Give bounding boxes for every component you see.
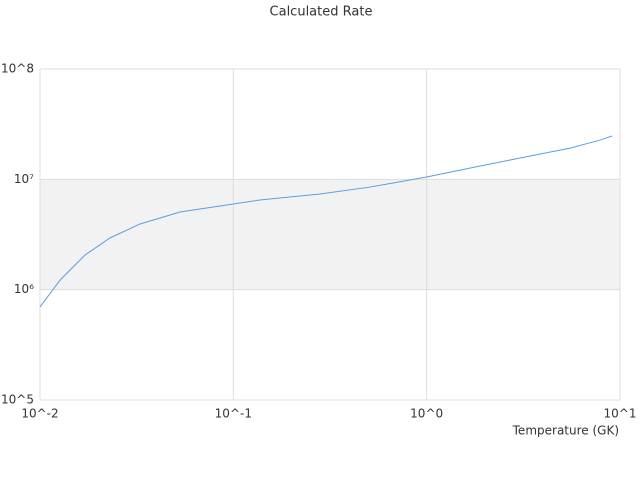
y-tick-label: 10⁶ bbox=[14, 282, 34, 296]
data-line bbox=[39, 135, 613, 308]
y-tick-label: 10⁷ bbox=[14, 172, 34, 186]
x-tick-label: 10^0 bbox=[410, 407, 443, 421]
y-tick-label: 10^5 bbox=[1, 393, 34, 407]
x-tick-label: 10^-2 bbox=[21, 407, 58, 421]
band bbox=[40, 179, 620, 290]
x-tick-label: 10^1 bbox=[604, 407, 637, 421]
chart-title: Calculated Rate bbox=[270, 5, 373, 20]
x-axis-label: Temperature (GK) bbox=[512, 424, 619, 438]
y-tick-label: 10^8 bbox=[1, 62, 34, 76]
x-tick-label: 10^-1 bbox=[215, 407, 252, 421]
